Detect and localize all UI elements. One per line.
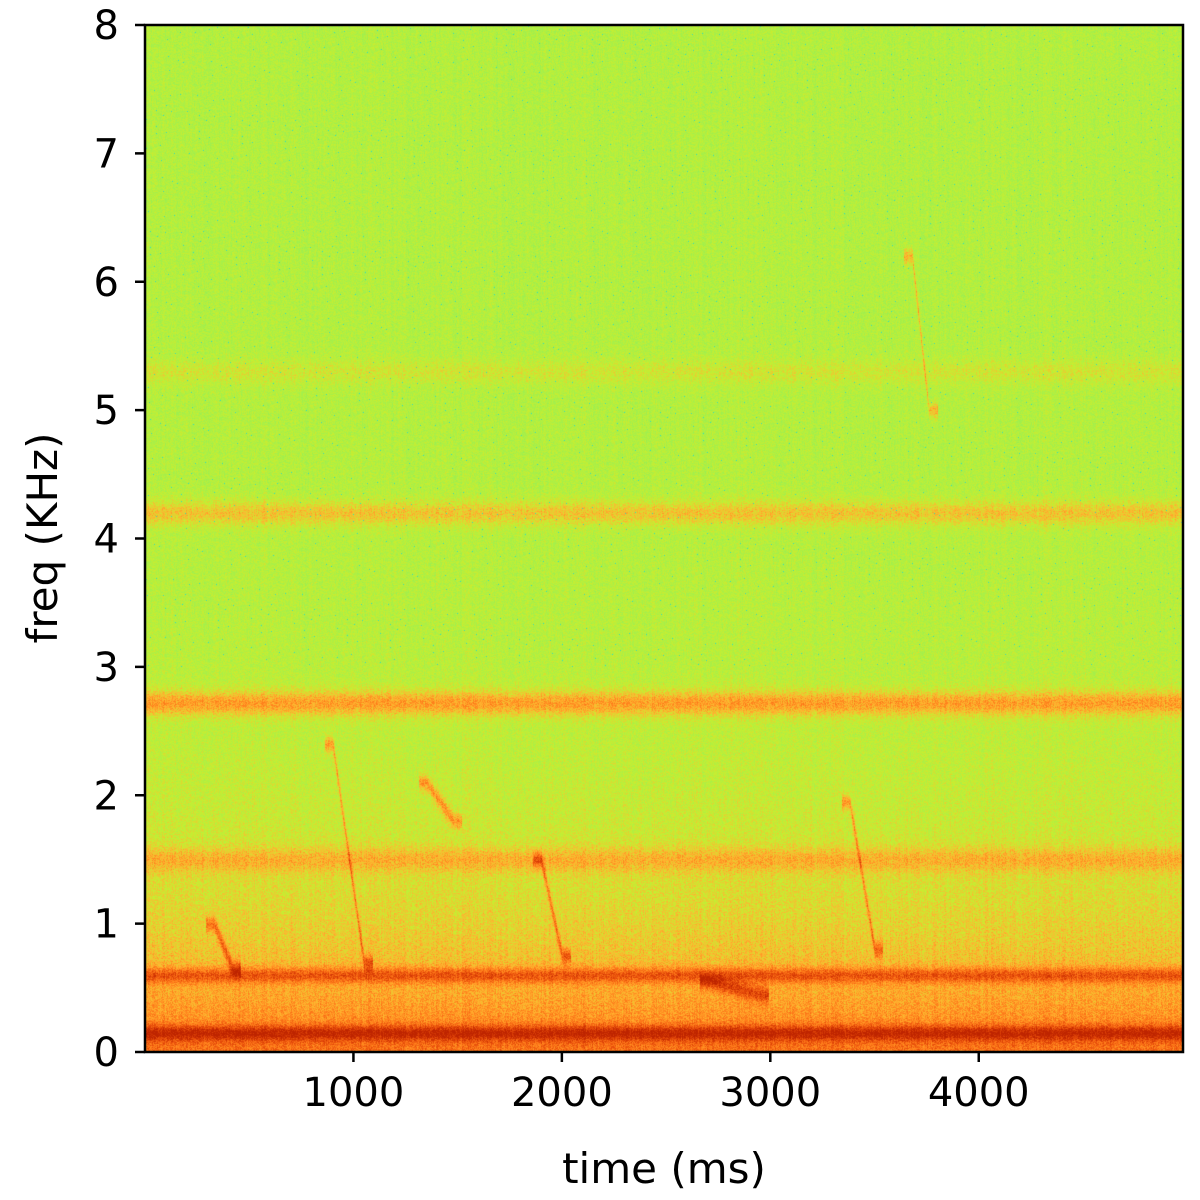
y-tick-label: 4: [94, 517, 119, 563]
y-tick-label: 1: [94, 902, 119, 948]
x-tick-label: 4000: [928, 1070, 1030, 1116]
y-tick-label: 3: [94, 645, 119, 691]
x-tick-label: 1000: [303, 1070, 405, 1116]
plot-area: [143, 23, 1185, 1054]
x-tick-label: 2000: [511, 1070, 613, 1116]
heatmap-image: [145, 25, 1183, 1052]
x-tick-label: 3000: [719, 1070, 821, 1116]
y-axis-title: freq (KHz): [18, 433, 67, 644]
y-axis: 0 1 2 3 4 5 6 7 8: [94, 3, 145, 1076]
x-axis-title: time (ms): [562, 1144, 766, 1193]
y-tick-label: 5: [94, 388, 119, 434]
y-tick-label: 8: [94, 3, 119, 49]
y-tick-label: 7: [94, 131, 119, 177]
y-tick-label: 6: [94, 260, 119, 306]
x-axis: 1000 2000 3000 4000: [303, 1052, 1030, 1116]
y-tick-label: 0: [94, 1030, 119, 1076]
y-tick-label: 2: [94, 773, 119, 819]
